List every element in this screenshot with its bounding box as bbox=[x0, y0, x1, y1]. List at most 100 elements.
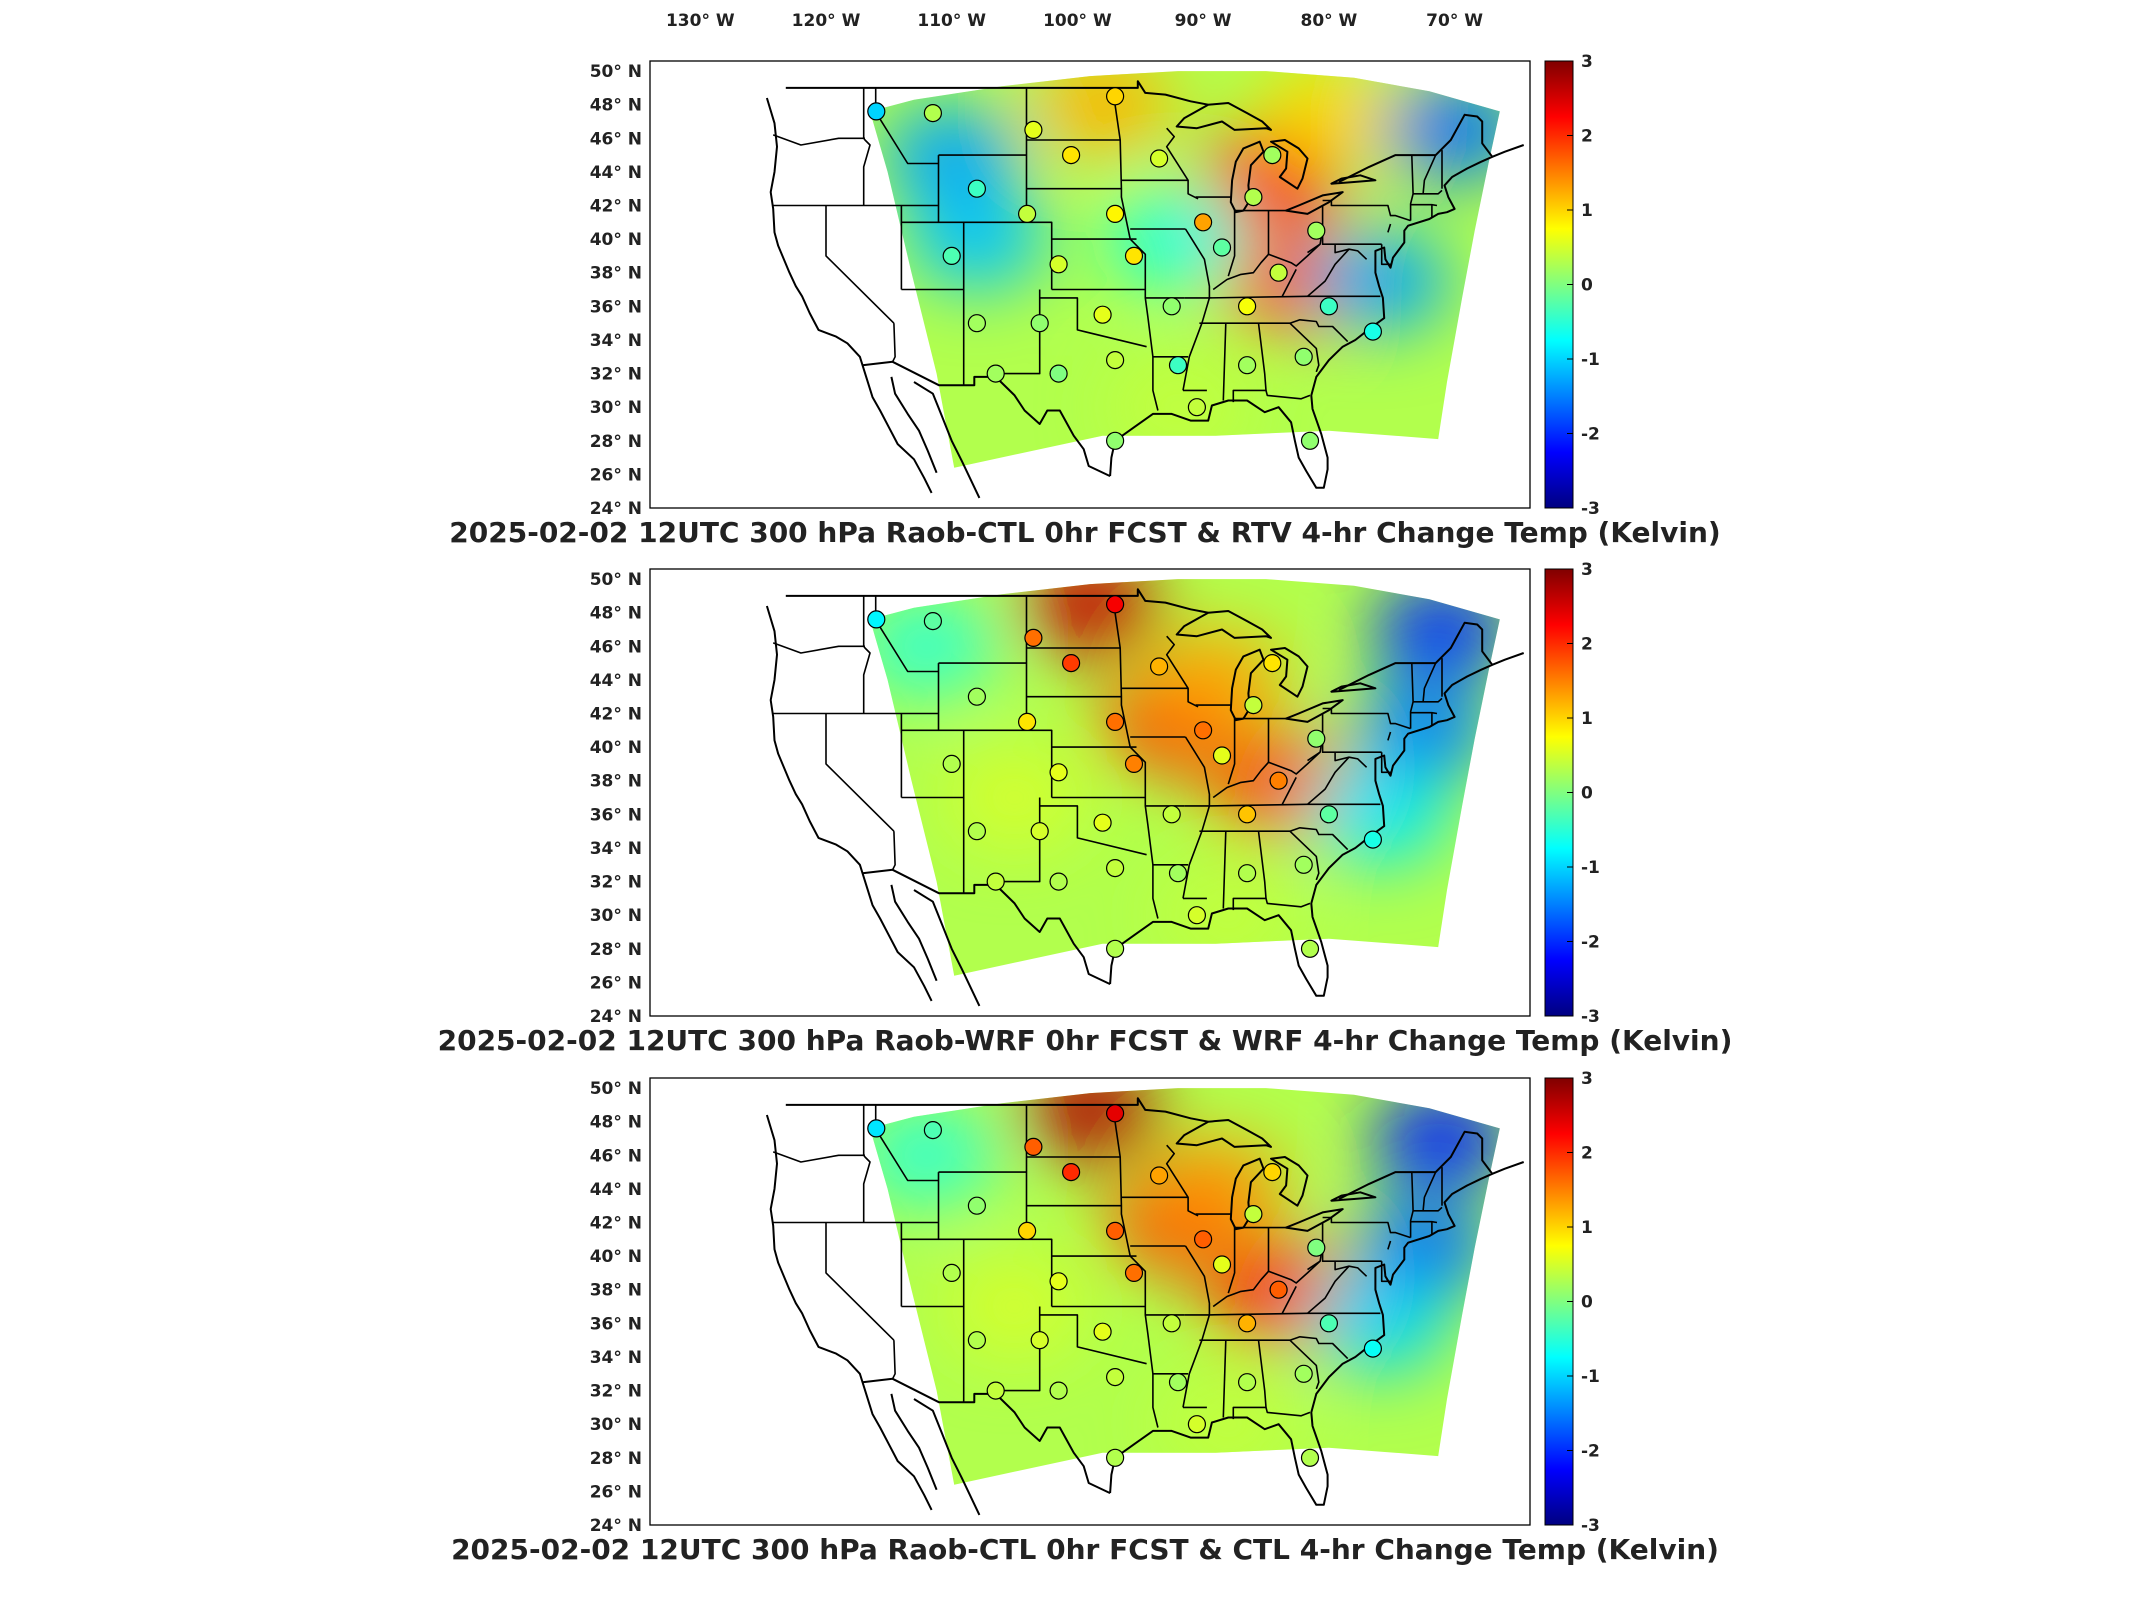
state-border bbox=[1306, 756, 1368, 805]
state-border bbox=[1182, 228, 1211, 391]
station-marker bbox=[1319, 297, 1339, 316]
state-border bbox=[1212, 751, 1321, 799]
coastline bbox=[765, 605, 933, 1002]
map-panel-3: 50° N 48° N 46° N 44° N 42° N 40° N 38° N 36° N… bbox=[451, 1069, 1719, 1566]
station-marker bbox=[1105, 595, 1125, 614]
station-marker bbox=[1093, 305, 1112, 324]
latitude-tick-label: 50° N bbox=[590, 1079, 642, 1099]
latitude-tick-label: 38° N bbox=[590, 264, 642, 284]
colorbar-tick-label: -3 bbox=[1581, 499, 1600, 519]
coastline bbox=[785, 1097, 1209, 1123]
station-marker bbox=[867, 1119, 886, 1138]
station-marker bbox=[1049, 872, 1068, 891]
state-border bbox=[891, 323, 896, 363]
colorbar-tick-label: -1 bbox=[1581, 350, 1600, 370]
station-marker bbox=[1049, 364, 1068, 383]
state-border bbox=[1165, 1144, 1199, 1217]
station-marker bbox=[1193, 1230, 1213, 1249]
station-marker bbox=[1263, 1162, 1282, 1182]
station-marker bbox=[942, 1263, 961, 1283]
coastline bbox=[913, 1398, 981, 1516]
coastline bbox=[1338, 621, 1494, 691]
station-marker bbox=[1307, 729, 1326, 748]
state-border bbox=[1039, 805, 1147, 856]
field-anomaly bbox=[1158, 1374, 1299, 1475]
field-anomaly bbox=[1384, 79, 1500, 180]
station-marker bbox=[1105, 87, 1125, 106]
state-border bbox=[1380, 1261, 1391, 1283]
latitude-tick-label: 24° N bbox=[590, 1007, 642, 1027]
station-marker bbox=[1269, 263, 1288, 282]
colorbar-tick-label: -2 bbox=[1581, 1442, 1600, 1462]
latitude-tick-label: 34° N bbox=[590, 331, 642, 351]
state-border bbox=[891, 1340, 896, 1380]
longitude-tick-label: 100° W bbox=[1043, 11, 1112, 31]
coastline bbox=[862, 360, 1111, 478]
field-anomaly bbox=[1032, 71, 1173, 155]
station-marker bbox=[1269, 771, 1288, 790]
station-marker bbox=[1168, 1373, 1188, 1392]
state-border bbox=[1387, 1240, 1392, 1250]
state-border bbox=[1265, 390, 1311, 400]
raob-stations bbox=[867, 1104, 1383, 1467]
colorbar-tick-label: 3 bbox=[1581, 52, 1593, 72]
latitude-tick-label: 24° N bbox=[590, 1516, 642, 1536]
station-marker bbox=[1187, 1415, 1207, 1434]
state-border bbox=[1039, 1314, 1147, 1365]
station-marker bbox=[1363, 830, 1383, 849]
state-border bbox=[1410, 1220, 1438, 1224]
great-lake-outline bbox=[1330, 1191, 1377, 1202]
station-marker bbox=[1168, 356, 1188, 375]
station-marker bbox=[1149, 149, 1169, 168]
colorbar-tick-label: -2 bbox=[1581, 425, 1600, 445]
state-border bbox=[1334, 752, 1350, 762]
longitude-tick-label: 70° W bbox=[1426, 11, 1483, 31]
state-border bbox=[862, 87, 871, 206]
state-border bbox=[1322, 199, 1411, 222]
station-marker bbox=[967, 822, 987, 841]
station-marker bbox=[1300, 939, 1320, 958]
state-border bbox=[1413, 697, 1443, 703]
state-border bbox=[1182, 1245, 1211, 1408]
station-marker bbox=[967, 687, 987, 706]
latitude-tick-label: 26° N bbox=[590, 465, 642, 485]
state-border bbox=[1265, 1407, 1311, 1417]
state-border bbox=[1410, 203, 1438, 207]
longitude-tick-label: 90° W bbox=[1175, 11, 1232, 31]
state-border bbox=[1111, 1104, 1159, 1428]
field-anomaly bbox=[1309, 231, 1450, 332]
great-lake-outline bbox=[1175, 1119, 1272, 1148]
coastline bbox=[785, 80, 1209, 106]
field-anomaly bbox=[1108, 189, 1248, 290]
station-marker bbox=[1030, 1331, 1049, 1350]
station-marker bbox=[1237, 297, 1257, 316]
state-border bbox=[1380, 244, 1391, 266]
latitude-tick-label: 38° N bbox=[590, 772, 642, 792]
state-border bbox=[1422, 154, 1437, 194]
state-border bbox=[1306, 248, 1368, 297]
colorbar-tick-label: -1 bbox=[1581, 858, 1600, 878]
station-marker bbox=[1300, 431, 1320, 450]
raob-stations bbox=[867, 87, 1383, 450]
raob-stations bbox=[867, 595, 1383, 958]
state-border bbox=[862, 595, 871, 714]
field-anomaly bbox=[1353, 680, 1494, 781]
station-marker bbox=[1105, 712, 1125, 732]
latitude-tick-label: 46° N bbox=[590, 129, 642, 149]
longitude-tick-label: 130° W bbox=[666, 11, 735, 31]
station-marker bbox=[986, 364, 1005, 383]
latitude-tick-label: 28° N bbox=[590, 940, 642, 960]
latitude-tick-label: 32° N bbox=[590, 873, 642, 893]
state-border bbox=[1227, 1225, 1236, 1294]
station-marker bbox=[1105, 939, 1125, 958]
state-border bbox=[1413, 189, 1443, 195]
station-marker bbox=[1017, 1221, 1037, 1241]
station-marker bbox=[923, 1120, 943, 1140]
station-marker bbox=[1263, 146, 1282, 165]
latitude-tick-label: 42° N bbox=[590, 197, 642, 217]
station-marker bbox=[1049, 1272, 1068, 1291]
longitude-tick-label: 110° W bbox=[917, 11, 986, 31]
coastline bbox=[890, 1393, 938, 1491]
state-border bbox=[1165, 635, 1199, 708]
latitude-tick-label: 28° N bbox=[590, 432, 642, 452]
